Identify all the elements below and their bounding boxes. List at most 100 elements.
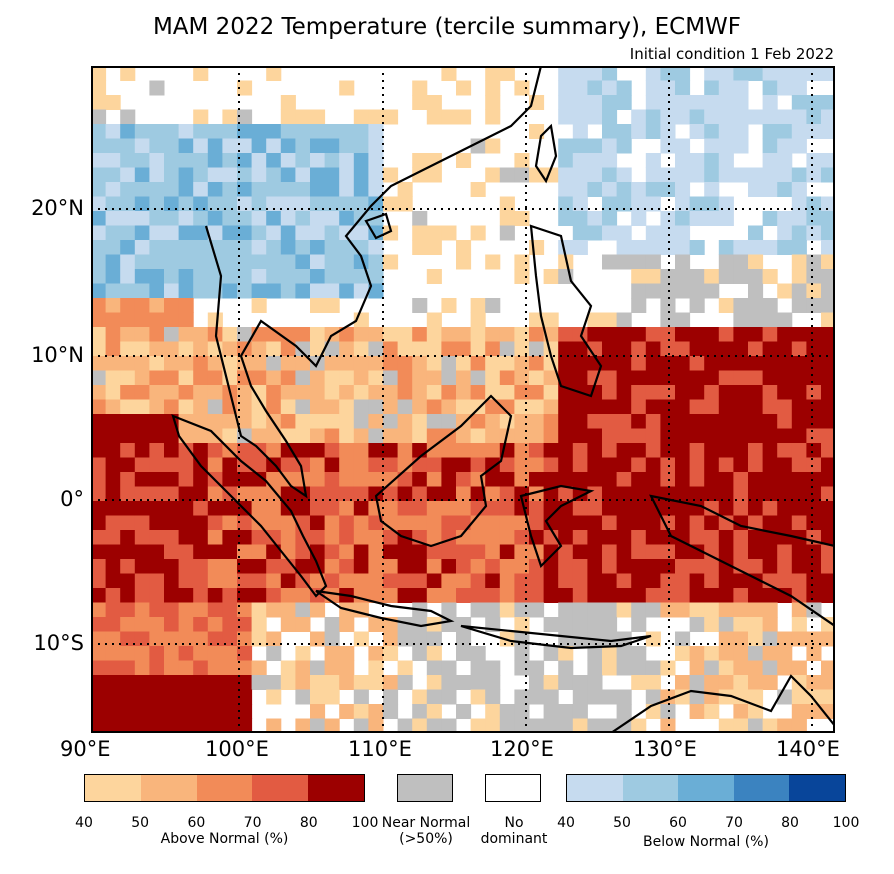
tercile-cell bbox=[587, 675, 603, 690]
tercile-cell bbox=[134, 269, 150, 284]
tercile-cell bbox=[295, 138, 311, 154]
tercile-cell bbox=[441, 385, 457, 400]
tercile-cell bbox=[134, 689, 150, 705]
tercile-cell bbox=[645, 428, 661, 444]
tercile-cell bbox=[660, 80, 676, 96]
tercile-cell bbox=[193, 588, 209, 603]
tercile-cell bbox=[324, 283, 340, 299]
tercile-cell bbox=[178, 675, 194, 690]
tercile-cell bbox=[149, 225, 165, 241]
lon-label-110e: 110°E bbox=[348, 737, 412, 761]
tercile-cell bbox=[529, 660, 545, 676]
tercile-cell bbox=[295, 588, 311, 603]
tercile-cell bbox=[91, 182, 107, 197]
tercile-cell bbox=[689, 617, 705, 632]
tercile-cell bbox=[310, 457, 326, 473]
tercile-cell bbox=[353, 341, 369, 357]
tercile-cell bbox=[718, 196, 734, 212]
tercile-cell bbox=[470, 588, 486, 603]
tercile-cell bbox=[762, 356, 778, 371]
tercile-cell bbox=[645, 443, 661, 458]
tercile-cell bbox=[777, 109, 793, 125]
tercile-cell bbox=[529, 675, 545, 690]
tercile-cell bbox=[470, 530, 486, 545]
tercile-cell bbox=[368, 588, 384, 603]
tercile-cell bbox=[149, 457, 165, 473]
tercile-cell bbox=[660, 138, 676, 154]
tercile-cell bbox=[733, 414, 749, 429]
tercile-cell bbox=[791, 385, 807, 400]
tercile-cell bbox=[602, 718, 618, 733]
tercile-cell bbox=[310, 196, 326, 212]
tercile-cell bbox=[704, 443, 720, 458]
tercile-cell bbox=[207, 457, 223, 473]
tercile-cell bbox=[704, 675, 720, 690]
tercile-cell bbox=[748, 312, 764, 328]
tercile-cell bbox=[806, 399, 822, 415]
tercile-cell bbox=[704, 704, 720, 719]
tercile-cell bbox=[193, 472, 209, 487]
tercile-cell bbox=[339, 472, 355, 487]
tercile-cell bbox=[412, 718, 428, 733]
tercile-cell bbox=[324, 718, 340, 733]
tercile-cell bbox=[791, 182, 807, 197]
tercile-cell bbox=[134, 515, 150, 531]
tercile-cell bbox=[120, 211, 136, 226]
tercile-cell bbox=[821, 312, 835, 328]
tercile-cell bbox=[266, 646, 282, 661]
tercile-cell bbox=[733, 80, 749, 96]
tercile-cell bbox=[791, 602, 807, 618]
tercile-cell bbox=[280, 443, 296, 458]
tercile-cell bbox=[149, 675, 165, 690]
tercile-cell bbox=[616, 385, 632, 400]
tercile-cell bbox=[222, 254, 238, 270]
tercile-cell bbox=[105, 385, 121, 400]
tercile-cell bbox=[134, 298, 150, 313]
tercile-cell bbox=[689, 559, 705, 574]
tercile-cell bbox=[149, 631, 165, 647]
tercile-cell bbox=[178, 486, 194, 502]
tercile-cell bbox=[631, 269, 647, 284]
tercile-cell bbox=[733, 327, 749, 342]
tercile-cell bbox=[353, 414, 369, 429]
tercile-cell bbox=[91, 515, 107, 531]
tercile-cell bbox=[339, 138, 355, 154]
tercile-cell bbox=[397, 588, 413, 603]
tercile-cell bbox=[193, 602, 209, 618]
tercile-cell bbox=[806, 167, 822, 183]
lat-label-10s: 10°S bbox=[33, 631, 84, 655]
tercile-cell bbox=[470, 602, 486, 618]
tercile-cell bbox=[193, 631, 209, 647]
tercile-cell bbox=[762, 486, 778, 502]
tercile-cell bbox=[514, 211, 530, 226]
tercile-cell bbox=[631, 660, 647, 676]
tercile-cell bbox=[441, 573, 457, 589]
tercile-cell bbox=[485, 327, 501, 342]
tercile-cell bbox=[426, 240, 442, 255]
tercile-cell bbox=[105, 370, 121, 386]
tercile-cell bbox=[178, 370, 194, 386]
tercile-cell bbox=[602, 457, 618, 473]
tercile-cell bbox=[645, 153, 661, 168]
tercile-cell bbox=[558, 530, 574, 545]
tercile-cell bbox=[733, 704, 749, 719]
tercile-cell bbox=[791, 617, 807, 632]
tercile-cell bbox=[456, 486, 472, 502]
tercile-cell bbox=[499, 225, 515, 241]
tercile-cell bbox=[266, 631, 282, 647]
tercile-cell bbox=[748, 109, 764, 125]
tercile-cell bbox=[120, 341, 136, 357]
tercile-cell bbox=[91, 370, 107, 386]
tercile-cell bbox=[485, 356, 501, 371]
tercile-cell bbox=[645, 124, 661, 139]
tercile-cell bbox=[193, 428, 209, 444]
tercile-cell bbox=[543, 399, 559, 415]
tercile-cell bbox=[514, 370, 530, 386]
tercile-cell bbox=[777, 486, 793, 502]
tercile-cell bbox=[149, 312, 165, 328]
tercile-cell bbox=[587, 153, 603, 168]
tercile-cell bbox=[134, 660, 150, 676]
tercile-cell bbox=[645, 283, 661, 299]
tercile-cell bbox=[134, 312, 150, 328]
tercile-cell bbox=[718, 602, 734, 618]
